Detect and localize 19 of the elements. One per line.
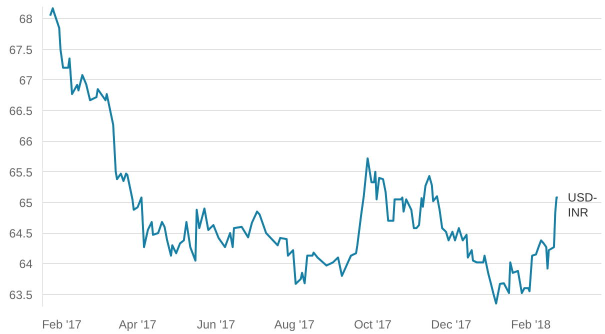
y-tick-label: 66: [19, 134, 33, 149]
x-tick-label: Oct '17: [354, 318, 392, 332]
x-tick-label: Dec '17: [430, 318, 472, 332]
x-tick-label: Jun '17: [196, 318, 236, 332]
line-series: [49, 7, 559, 304]
x-tick-label: Feb '18: [510, 318, 551, 332]
y-tick-label: 66.5: [9, 104, 33, 118]
y-tick-label: 63.5: [9, 288, 33, 302]
y-tick-label: 64.5: [9, 226, 33, 241]
y-tick-label: 67.5: [9, 42, 33, 57]
series-label: USD-INR: [568, 190, 598, 220]
x-tick-label: Feb '17: [42, 318, 82, 332]
x-tick-label: Apr '17: [118, 318, 157, 332]
x-tick-label: Aug '17: [274, 318, 315, 332]
y-tick-label: 64: [19, 257, 33, 272]
y-tick-label: 65: [19, 196, 33, 210]
y-tick-label: 67: [19, 73, 33, 88]
y-tick-label: 68: [19, 12, 33, 26]
y-tick-label: 65.5: [9, 165, 33, 180]
